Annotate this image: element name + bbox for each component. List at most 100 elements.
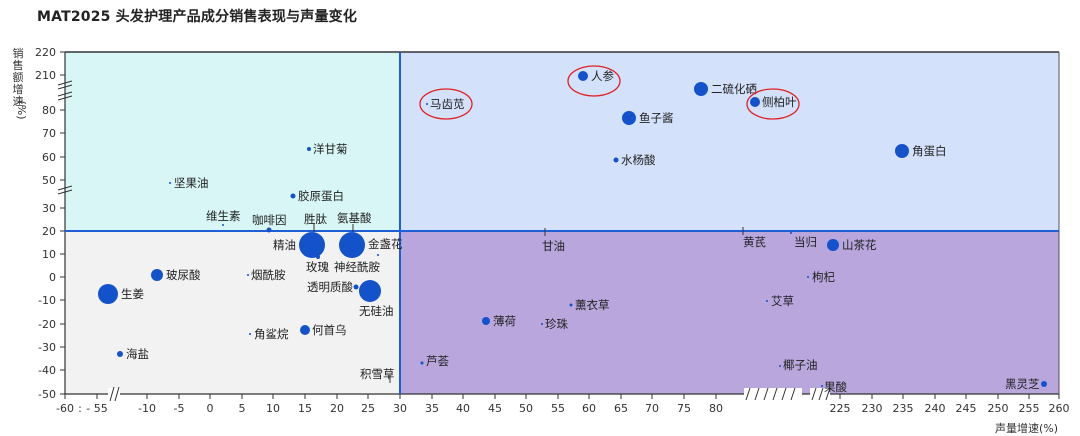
bubble-marker	[169, 182, 171, 184]
y-tick-label: 20	[42, 225, 56, 238]
y-tick-label: -40	[38, 364, 56, 377]
x-tick-label: 35	[425, 402, 439, 415]
x-tick-label: 255	[1019, 402, 1040, 415]
x-tick-label: 10	[266, 402, 280, 415]
data-point: 生姜	[98, 284, 144, 304]
data-points: 人参二硫化硒侧柏叶 马齿苋鱼子酱水杨酸 角蛋白 洋甘菊坚果油胶原蛋白维生素 咖啡因 胜肽氨…	[98, 69, 1047, 394]
chart-title: MAT2025 头发护理产品成分销售表现与声量变化	[37, 9, 358, 25]
point-label: 椰子油	[783, 358, 818, 372]
x-tick-label: 25	[361, 402, 375, 415]
point-label: 甘油	[542, 239, 565, 253]
bubble-marker	[766, 300, 768, 302]
x-tick-label: -60	[56, 402, 74, 415]
x-axis-break-marks	[108, 386, 831, 402]
point-label: 金盏花	[368, 237, 403, 251]
bubble-marker	[151, 269, 163, 281]
bubble-marker	[694, 82, 708, 96]
highlight-ellipse	[567, 65, 621, 97]
point-label: 胜肽	[304, 212, 327, 226]
x-tick-label: 245	[956, 402, 977, 415]
point-label: 神经酰胺	[334, 260, 380, 274]
data-point: 黑灵芝	[1005, 377, 1047, 391]
x-tick-label: 20	[330, 402, 344, 415]
data-point: 何首乌	[300, 323, 347, 337]
point-label: 侧柏叶	[762, 95, 797, 109]
point-label: 海盐	[126, 347, 149, 361]
point-label: 当归	[794, 235, 817, 249]
data-point: 艾草	[766, 294, 794, 308]
point-label: 黄芪	[743, 235, 766, 249]
y-tick-label: 50	[42, 174, 56, 187]
point-label: 积雪草	[360, 367, 395, 381]
x-tick-label: 55	[551, 402, 565, 415]
x-axis-ticks: -60: - 55 -10 -5 0 5 10 15 20 25 30 35 40 45 50 55 60 65 7…	[56, 394, 1070, 415]
data-point: 烟酰胺	[247, 268, 286, 282]
bubble-marker	[541, 323, 543, 325]
bubble-marker	[359, 280, 381, 302]
bubble-marker	[827, 239, 839, 251]
point-label: 维生素	[206, 209, 241, 223]
bubble-marker	[821, 385, 823, 387]
data-point: 海盐	[117, 347, 149, 361]
x-tick-label: 80	[709, 402, 723, 415]
y-axis-break-marks	[57, 80, 73, 195]
x-tick-label: 250	[988, 402, 1009, 415]
data-point: 薰衣草	[569, 298, 610, 312]
point-label: 坚果油	[174, 176, 209, 190]
point-label: 山茶花	[842, 238, 877, 252]
bubble-marker	[790, 232, 792, 234]
data-point: 胜肽	[304, 212, 327, 232]
data-point: 角蛋白	[895, 144, 947, 158]
bubble-marker	[750, 97, 760, 107]
point-label: 精油	[273, 238, 296, 252]
point-label: 烟酰胺	[251, 268, 286, 282]
point-label: 玫瑰	[306, 260, 329, 274]
x-tick-label: 40	[456, 402, 470, 415]
data-point: 无硅油	[359, 280, 394, 318]
bubble-marker	[807, 276, 809, 278]
data-point: 甘油	[542, 228, 565, 253]
bubble-marker	[779, 365, 781, 367]
point-label: 鱼子酱	[639, 111, 674, 125]
data-point: 维生素	[206, 209, 241, 226]
point-label: 无硅油	[359, 304, 394, 318]
bubble-marker	[299, 232, 325, 258]
x-tick-label: 240	[925, 402, 946, 415]
data-point: 玫瑰	[306, 255, 329, 274]
data-point: 金盏花	[368, 237, 403, 256]
data-point: 黄芪	[742, 227, 766, 249]
bubble-marker	[117, 351, 123, 357]
bubble-marker	[426, 103, 428, 105]
y-tick-label: 220	[35, 46, 56, 59]
bubble-marker	[622, 111, 636, 125]
data-point: 鱼子酱	[622, 111, 674, 125]
point-label: 珍珠	[545, 317, 568, 331]
bubble-marker	[316, 255, 320, 259]
bubble-marker	[377, 254, 379, 256]
point-label: 何首乌	[312, 323, 347, 337]
data-point: 侧柏叶	[750, 95, 797, 109]
bubble-marker	[266, 227, 272, 233]
x-axis-title: 声量增速(%)	[995, 421, 1058, 435]
bubble-marker	[353, 284, 359, 290]
y-tick-label: 210	[35, 69, 56, 82]
bubble-marker	[1041, 381, 1047, 387]
data-point: 精油	[273, 232, 325, 258]
data-point: 当归	[790, 232, 817, 249]
y-tick-label: -30	[38, 341, 56, 354]
bubble-marker	[482, 317, 490, 325]
point-label: 氨基酸	[337, 211, 372, 225]
data-point: 透明质酸	[307, 280, 359, 294]
x-tick-label: -5	[174, 402, 185, 415]
point-label: 黑灵芝	[1005, 377, 1040, 391]
y-tick-label: 10	[42, 248, 56, 261]
bubble-marker	[339, 232, 365, 258]
data-point: 芦荟	[420, 354, 449, 368]
data-point: 珍珠	[541, 317, 568, 331]
y-tick-label: 80	[42, 104, 56, 117]
x-tick-label: 15	[298, 402, 312, 415]
data-point: 坚果油	[169, 176, 209, 190]
svg-text:额: 额	[13, 71, 24, 84]
data-point: 咖啡因	[252, 213, 287, 233]
data-point: 角鲨烷	[249, 327, 289, 341]
